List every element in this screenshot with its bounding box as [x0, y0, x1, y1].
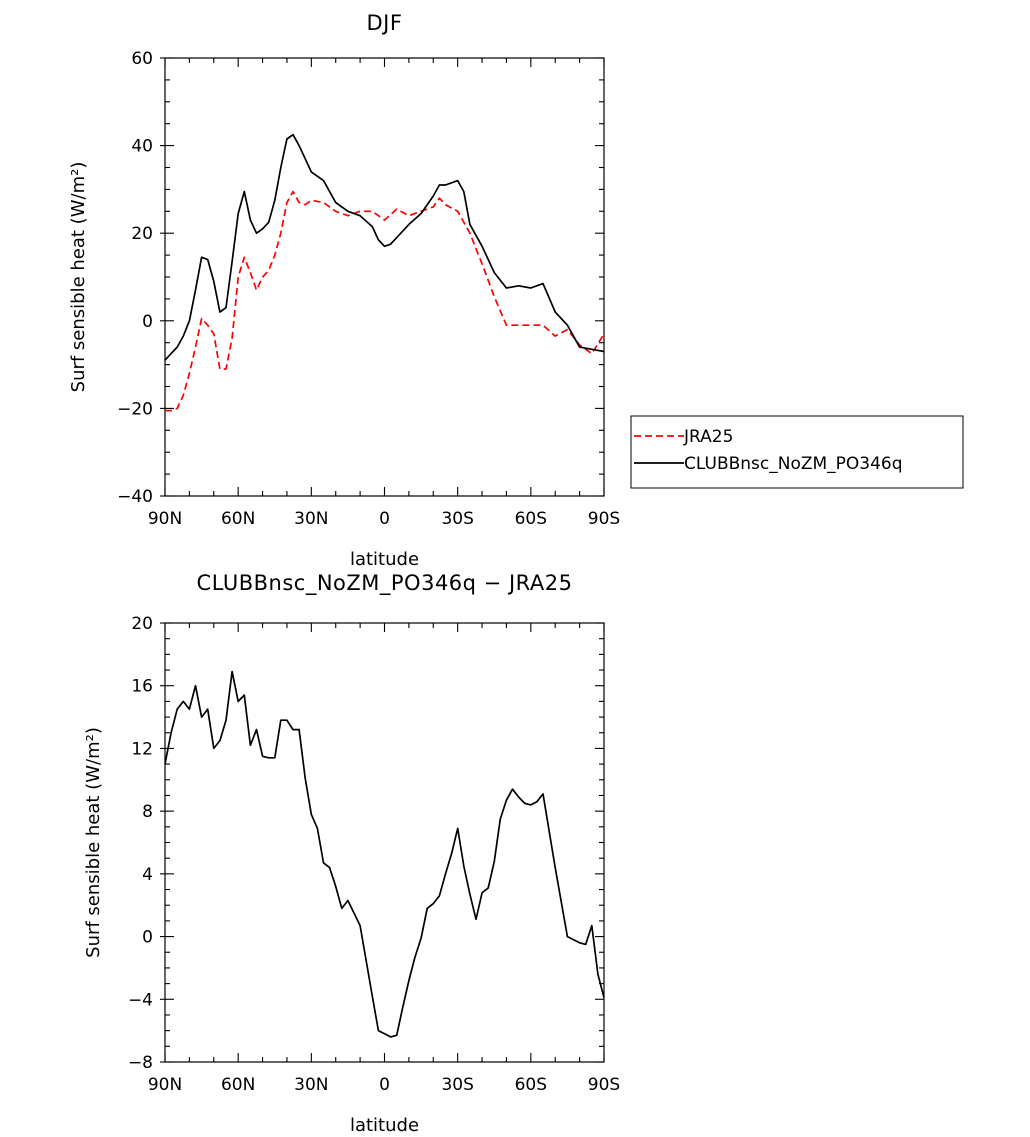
legend-label: CLUBBnsc_NoZM_PO346q: [684, 454, 903, 474]
y-tick-label: 16: [131, 677, 153, 697]
x-tick-label: 30N: [294, 509, 328, 529]
x-tick-label: 30N: [294, 1075, 328, 1095]
series-line-clubbnsc-nozm-po346q: [164, 133, 605, 361]
x-tick-label: 90N: [148, 1075, 182, 1095]
y-tick-label: 20: [131, 224, 153, 244]
y-axis-label: Surf sensible heat (W/m²): [83, 727, 104, 958]
y-tick-label: −8: [128, 1053, 153, 1073]
x-tick-label: 90S: [588, 509, 620, 529]
chart-title: CLUBBnsc_NoZM_PO346q − JRA25: [197, 571, 573, 596]
series-line-difference: [164, 670, 605, 1038]
x-tick-label: 0: [379, 1075, 390, 1095]
series-line-jra25: [165, 190, 605, 412]
y-tick-label: 40: [131, 137, 153, 157]
x-tick-label: 90S: [588, 1075, 620, 1095]
y-tick-label: −4: [128, 990, 153, 1010]
x-axis-label: latitude: [350, 549, 419, 570]
legend: JRA25 CLUBBnsc_NoZM_PO346q: [630, 415, 964, 489]
y-tick-label: 4: [142, 865, 153, 885]
x-tick-label: 30S: [441, 509, 473, 529]
y-tick-label: 60: [131, 49, 153, 69]
y-tick-label: −40: [117, 487, 153, 507]
legend-box: [630, 415, 964, 489]
y-tick-label: 0: [142, 312, 153, 332]
x-tick-label: 90N: [148, 509, 182, 529]
y-tick-label: −20: [117, 399, 153, 419]
x-tick-label: 60S: [515, 1075, 547, 1095]
y-tick-label: 12: [131, 739, 153, 759]
x-tick-label: 60N: [221, 1075, 255, 1095]
x-tick-label: 60N: [221, 509, 255, 529]
x-tick-label: 30S: [441, 1075, 473, 1095]
x-axis-label: latitude: [350, 1115, 419, 1136]
panel-difference: CLUBBnsc_NoZM_PO346q − JRA25 90N 60N 30N 0 30…: [83, 571, 620, 1136]
y-axis-label: Surf sensible heat (W/m²): [68, 162, 89, 393]
y-tick-label: 0: [142, 928, 153, 948]
chart-title: DJF: [367, 11, 403, 35]
x-tick-label: 60S: [515, 509, 547, 529]
x-tick-label: 0: [379, 509, 390, 529]
y-tick-label: 8: [142, 802, 153, 822]
legend-label: JRA25: [683, 427, 733, 447]
y-tick-label: 20: [131, 614, 153, 634]
plot-frame: [164, 622, 605, 1063]
panel-djf: DJF 90N 60N 30N 0 30S 60S 90S −40 −20 0 20 40 60 latit…: [68, 11, 964, 570]
